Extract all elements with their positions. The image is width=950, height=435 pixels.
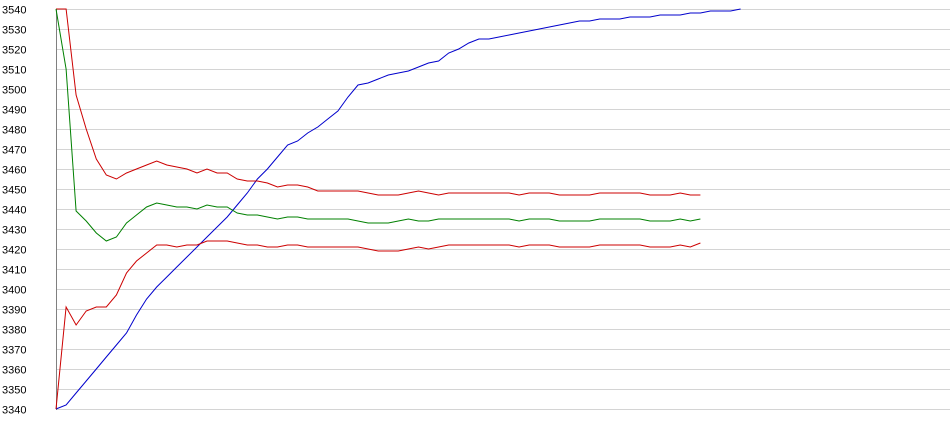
grid-layer: [56, 9, 950, 410]
y-tick-label-3490: 3490: [2, 105, 26, 117]
series-line-4: [55, 240, 701, 410]
y-tick-label-3530: 3530: [2, 25, 26, 37]
y-tick-label-3460: 3460: [2, 165, 26, 177]
series-line-1: [55, 8, 741, 410]
y-tick-label-3400: 3400: [2, 285, 26, 297]
y-tick-label-3420: 3420: [2, 245, 26, 257]
y-tick-label-3450: 3450: [2, 185, 26, 197]
y-tick-label-3390: 3390: [2, 305, 26, 317]
y-tick-label-3440: 3440: [2, 205, 26, 217]
y-tick-label-3470: 3470: [2, 145, 26, 157]
y-tick-labels: 3340 3350 3360 3370 3380 3390 3400 3410 3420 3430…: [2, 5, 26, 417]
y-tick-label-3410: 3410: [2, 265, 26, 277]
y-tick-label-3480: 3480: [2, 125, 26, 137]
series-line-3: [55, 8, 701, 242]
y-tick-label-3520: 3520: [2, 45, 26, 57]
y-tick-label-3370: 3370: [2, 345, 26, 357]
y-tick-label-3510: 3510: [2, 65, 26, 77]
series-line-2: [56, 8, 701, 196]
y-tick-label-3500: 3500: [2, 85, 26, 97]
y-tick-label-3350: 3350: [2, 385, 26, 397]
y-tick-label-3540: 3540: [2, 5, 26, 17]
y-tick-label-3360: 3360: [2, 365, 26, 377]
y-tick-label-3430: 3430: [2, 225, 26, 237]
series-layer: [55, 8, 741, 410]
y-tick-label-3380: 3380: [2, 325, 26, 337]
y-tick-label-3340: 3340: [2, 405, 26, 417]
